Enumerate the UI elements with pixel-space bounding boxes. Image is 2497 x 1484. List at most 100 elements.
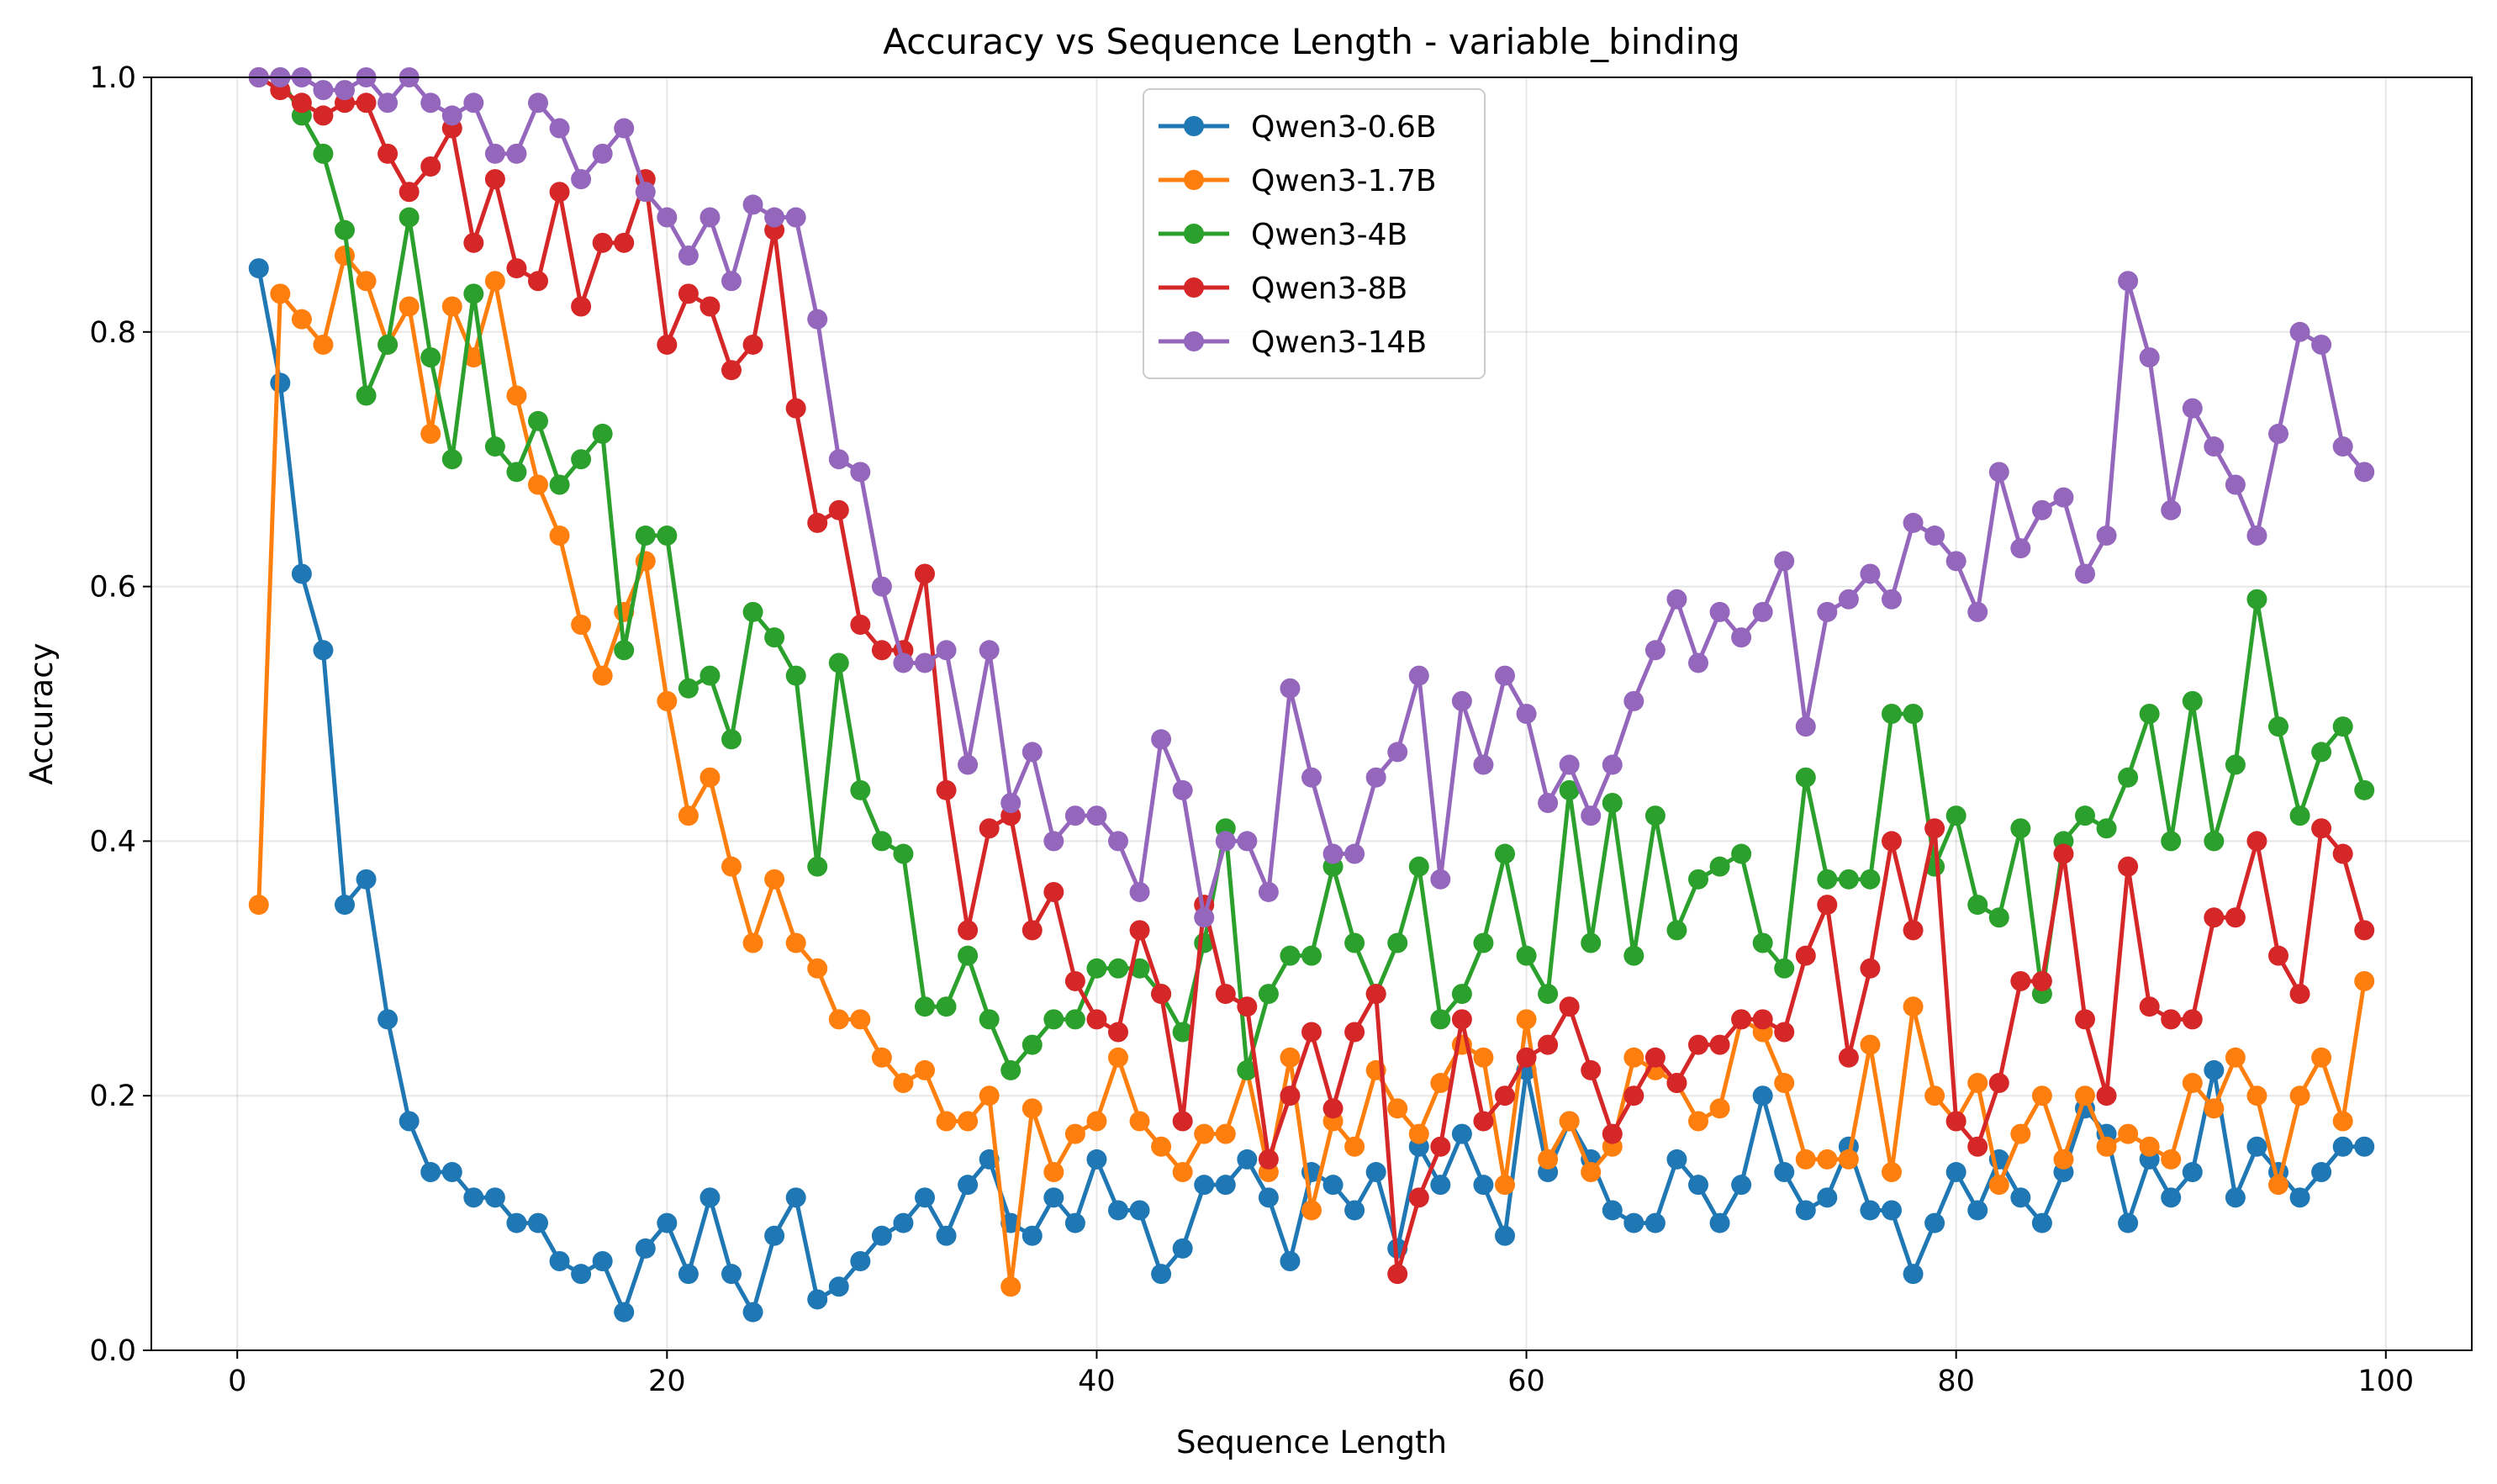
data-point <box>1430 1175 1451 1196</box>
data-point <box>2161 1009 2182 1030</box>
data-point <box>2354 462 2375 483</box>
data-point <box>2031 970 2052 991</box>
data-point <box>678 283 699 304</box>
data-point <box>850 779 871 800</box>
data-point <box>828 1276 849 1297</box>
data-point <box>2311 1047 2332 1068</box>
data-point <box>2268 1175 2288 1196</box>
data-point <box>484 143 505 164</box>
data-point <box>1988 907 2009 928</box>
legend-label: Qwen3-1.7B <box>1251 164 1437 198</box>
data-point <box>871 640 892 661</box>
data-point <box>1258 1149 1279 1170</box>
data-point <box>742 334 763 355</box>
data-point <box>1451 984 1472 1005</box>
data-point <box>1408 856 1429 877</box>
data-point <box>1731 1009 1752 1030</box>
data-point <box>571 296 592 317</box>
data-point <box>399 296 420 317</box>
data-point <box>958 754 979 775</box>
data-point <box>1430 1073 1451 1094</box>
data-point <box>1795 767 1816 788</box>
data-point <box>678 805 699 826</box>
data-point <box>1108 831 1128 852</box>
data-point <box>699 1187 721 1208</box>
data-point <box>441 105 462 126</box>
data-point <box>2075 805 2095 826</box>
data-point <box>1000 1059 1022 1080</box>
data-point <box>764 627 785 648</box>
data-point <box>850 1251 871 1272</box>
data-point <box>2075 563 2095 584</box>
data-point <box>1602 1200 1623 1221</box>
data-point <box>1666 589 1687 610</box>
data-point <box>1301 1022 1322 1043</box>
data-point <box>2010 1123 2031 1144</box>
data-point <box>2225 1047 2246 1068</box>
data-point <box>1086 805 1107 826</box>
x-tick-label: 80 <box>1937 1365 1975 1398</box>
data-point <box>463 1187 484 1208</box>
data-point <box>1237 1059 1258 1080</box>
data-point <box>2204 1059 2225 1080</box>
data-point <box>742 1302 763 1323</box>
data-point <box>506 462 527 483</box>
data-point <box>1666 1073 1687 1094</box>
data-point <box>1172 1022 1193 1043</box>
data-point <box>614 1302 635 1323</box>
data-point <box>1752 932 1773 953</box>
data-point <box>1151 1136 1172 1157</box>
data-point <box>614 640 635 661</box>
data-point <box>1387 742 1408 763</box>
data-point <box>2268 945 2288 966</box>
data-point <box>871 831 892 852</box>
data-point <box>2332 1136 2353 1157</box>
data-point <box>1882 589 1902 610</box>
data-point <box>1924 1212 1945 1233</box>
data-point <box>1709 1212 1730 1233</box>
data-point <box>721 1264 742 1285</box>
x-axis-label: Sequence Length <box>1176 1424 1447 1460</box>
data-point <box>828 449 849 470</box>
data-point <box>1731 843 1752 864</box>
data-point <box>592 423 613 444</box>
data-point <box>2161 831 2182 852</box>
data-point <box>807 958 828 979</box>
data-point <box>377 92 399 114</box>
data-point <box>1280 945 1301 966</box>
series-Qwen3-1.7B <box>248 245 2375 1297</box>
data-point <box>2118 1123 2139 1144</box>
data-point <box>1988 1073 2009 1094</box>
series-group <box>248 67 2375 1323</box>
data-point <box>506 385 527 406</box>
data-point <box>1301 767 1322 788</box>
data-point <box>2010 818 2031 839</box>
data-point <box>1495 1225 1515 1246</box>
data-point <box>2225 1187 2246 1208</box>
data-point <box>1086 1111 1107 1132</box>
data-point <box>1817 869 1838 890</box>
data-point <box>356 271 377 292</box>
data-point <box>1064 970 1085 991</box>
data-point <box>2204 1098 2225 1119</box>
data-point <box>721 271 742 292</box>
data-point <box>2161 1149 2182 1170</box>
data-point <box>1473 1047 1494 1068</box>
data-point <box>463 232 484 253</box>
data-point <box>399 207 420 228</box>
data-point <box>1559 754 1580 775</box>
data-point <box>1022 1098 1043 1119</box>
data-point <box>1882 831 1902 852</box>
data-point <box>441 296 462 317</box>
data-point <box>484 169 505 190</box>
data-point <box>2268 423 2288 444</box>
data-point <box>893 652 914 673</box>
data-point <box>1365 1162 1386 1183</box>
data-point <box>1903 996 1924 1017</box>
data-point <box>807 309 828 330</box>
data-point <box>1795 1200 1816 1221</box>
data-point <box>1817 601 1838 622</box>
data-point <box>1086 958 1107 979</box>
data-point <box>2075 1009 2095 1030</box>
data-point <box>549 118 570 139</box>
